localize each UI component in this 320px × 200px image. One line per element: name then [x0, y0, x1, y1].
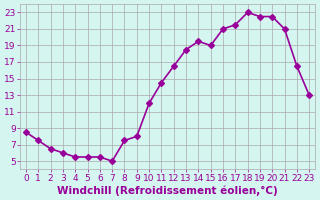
- X-axis label: Windchill (Refroidissement éolien,°C): Windchill (Refroidissement éolien,°C): [57, 185, 278, 196]
